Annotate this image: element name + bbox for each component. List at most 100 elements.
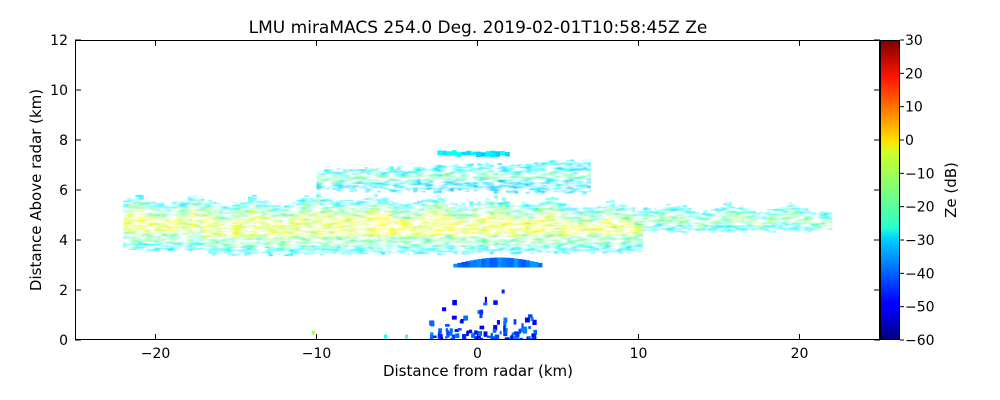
echo-cell <box>352 175 358 183</box>
echo-cell <box>461 261 466 268</box>
echo-cell <box>296 236 301 247</box>
echo-cell <box>320 238 326 249</box>
echo-cell <box>276 205 281 212</box>
echo-cell <box>570 234 575 245</box>
echo-cell <box>344 206 350 215</box>
echo-cell <box>525 260 531 268</box>
echo-cell <box>364 247 370 255</box>
echo-cell <box>533 173 539 181</box>
x-tick-label: −20 <box>141 346 171 362</box>
echo-cell <box>215 218 221 237</box>
echo-cell <box>574 213 579 223</box>
echo-cell <box>280 235 285 246</box>
clutter-speck <box>442 307 447 312</box>
echo-cell <box>183 201 189 208</box>
echo-cell <box>473 234 479 245</box>
echo-cell <box>207 200 213 207</box>
echo-cell <box>500 151 506 156</box>
echo-cell <box>409 173 414 182</box>
echo-cell <box>227 206 233 213</box>
echo-cell <box>388 215 394 237</box>
echo-cell <box>529 219 535 237</box>
echo-cell <box>264 200 269 207</box>
echo-cell <box>505 244 511 253</box>
clutter-speck <box>532 333 537 340</box>
echo-cell <box>344 246 350 255</box>
echo-cell <box>739 205 744 212</box>
echo-cell <box>401 210 406 220</box>
echo-cell <box>501 203 507 213</box>
echo-cell <box>602 220 607 237</box>
echo-cell <box>219 236 225 247</box>
echo-cell <box>529 179 535 191</box>
echo-cell <box>316 198 322 208</box>
echo-cell <box>513 204 519 211</box>
echo-cell <box>252 201 257 210</box>
echo-cell <box>139 231 145 242</box>
echo-cell <box>465 247 471 255</box>
echo-cell <box>465 237 471 248</box>
clutter-speck <box>503 317 508 323</box>
echo-cell <box>477 201 483 208</box>
echo-cell <box>388 174 394 182</box>
echo-cell <box>252 237 257 248</box>
clutter-speck <box>519 337 524 340</box>
echo-cell <box>457 220 462 234</box>
echo-cell <box>771 225 776 233</box>
echo-cell <box>240 235 245 246</box>
echo-cell <box>332 246 338 255</box>
clutter-speck <box>494 334 500 339</box>
echo-cell <box>356 181 362 189</box>
echo-cell <box>517 246 523 254</box>
echo-cell <box>791 203 797 211</box>
echo-cell <box>388 181 394 193</box>
echo-cell <box>574 171 579 180</box>
echo-cell <box>191 194 197 202</box>
echo-cell <box>143 214 149 234</box>
echo-cell <box>465 261 471 268</box>
clutter-speck <box>438 331 441 338</box>
echo-cell <box>473 209 479 219</box>
echo-cell <box>195 242 201 250</box>
echo-cell <box>787 208 793 218</box>
echo-cell <box>421 205 426 215</box>
echo-cell <box>376 235 382 246</box>
echo-cell <box>376 174 382 183</box>
echo-cell <box>199 211 205 232</box>
echo-cell <box>634 226 640 235</box>
echo-cell <box>328 235 334 246</box>
echo-cell <box>517 172 523 181</box>
echo-cell <box>421 199 426 206</box>
echo-cell <box>240 208 245 217</box>
echo-cell <box>803 223 809 231</box>
echo-cell <box>304 195 310 202</box>
echo-cell <box>147 215 153 234</box>
echo-cell <box>566 220 571 237</box>
echo-cell <box>505 257 511 268</box>
echo-cell <box>397 182 402 194</box>
colorbar-frame <box>880 40 900 340</box>
echo-cell <box>244 238 249 249</box>
echo-cell <box>304 248 310 257</box>
echo-cell <box>457 211 462 221</box>
echo-cell <box>401 204 406 211</box>
echo-cell <box>509 246 515 255</box>
echo-cell <box>743 225 748 233</box>
echo-cell <box>465 222 471 238</box>
echo-cell <box>268 217 273 239</box>
echo-cell <box>405 210 410 220</box>
echo-cell <box>159 217 165 232</box>
clutter-speck <box>405 334 409 339</box>
echo-cell <box>553 160 559 172</box>
echo-cell <box>236 237 241 248</box>
clutter-speck <box>490 336 496 340</box>
echo-cell <box>316 183 322 191</box>
echo-cell <box>650 216 656 226</box>
echo-cell <box>501 233 507 244</box>
echo-cell <box>598 233 603 244</box>
echo-cell <box>521 201 527 209</box>
echo-cell <box>485 234 491 245</box>
echo-cell <box>541 215 547 234</box>
echo-cell <box>517 219 523 237</box>
echo-cell <box>356 206 362 216</box>
